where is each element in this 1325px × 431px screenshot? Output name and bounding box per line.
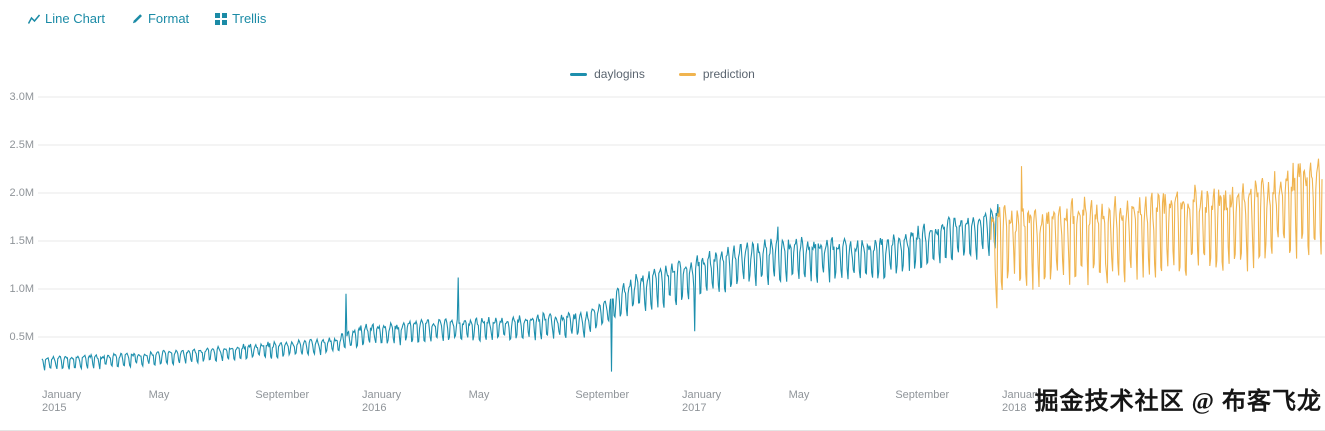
tab-trellis[interactable]: Trellis [215, 11, 266, 26]
daylogins-series-line[interactable] [41, 203, 1000, 372]
watermark-text: 掘金技术社区 @ 布客飞龙 [1034, 389, 1322, 415]
prediction-swatch [678, 72, 696, 76]
tab-line-chart-label: Line Chart [45, 11, 105, 26]
trellis-grid-icon [215, 12, 228, 25]
daylogins-label: daylogins [594, 67, 645, 81]
tab-trellis-label: Trellis [232, 11, 267, 26]
daylogins-swatch [570, 72, 588, 76]
prediction-label: prediction [702, 67, 755, 81]
tab-format-label: Format [147, 11, 190, 26]
legend-item-prediction[interactable]: prediction [678, 67, 755, 81]
chart-legend: daylogins prediction [0, 67, 1325, 81]
format-paintbrush-icon [132, 13, 142, 23]
tab-line-chart[interactable]: Line Chart [28, 11, 105, 26]
viz-toolbar: Line Chart Format Trellis [28, 11, 266, 26]
line-chart-icon [28, 14, 40, 24]
legend-item-daylogins[interactable]: daylogins [570, 67, 645, 81]
prediction-series-line[interactable] [990, 158, 1323, 309]
tab-format[interactable]: Format [131, 11, 189, 26]
